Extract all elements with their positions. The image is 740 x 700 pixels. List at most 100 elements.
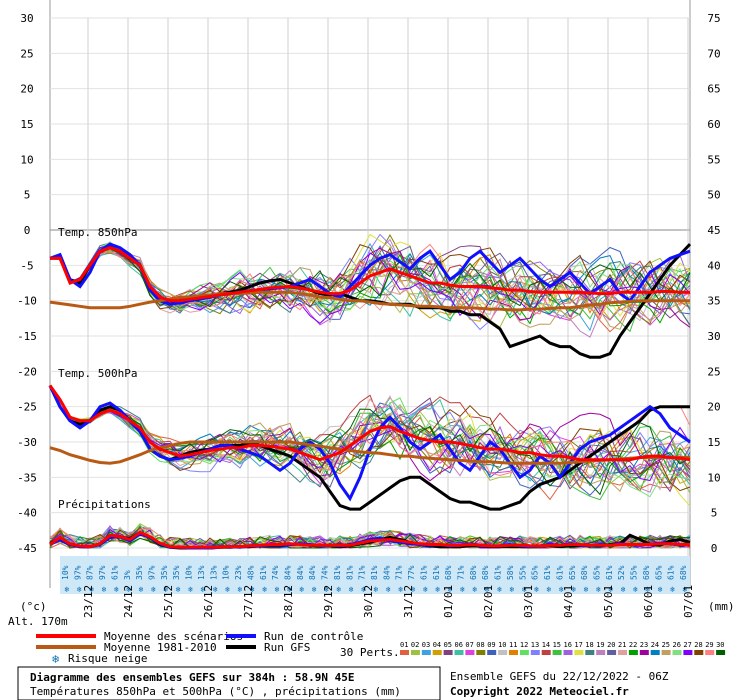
legend-run-controle: Run de contrôle xyxy=(264,630,363,643)
pert-code: 03 xyxy=(422,641,430,649)
pert-swatch xyxy=(563,650,573,655)
snowflake-icon: ❄ xyxy=(163,585,168,594)
pert-swatch xyxy=(716,650,726,655)
snow-risk-value: 61% xyxy=(667,565,676,580)
snowflake-icon: ❄ xyxy=(374,585,379,594)
snowflake-icon: ❄ xyxy=(534,585,539,594)
snowflake-icon: ❄ xyxy=(324,585,329,594)
pert-code: 18 xyxy=(585,641,593,649)
main-series-lines xyxy=(48,242,692,550)
x-tick-label: 31/12 xyxy=(402,585,415,618)
snow-risk-value: 68% xyxy=(580,565,589,580)
pert-swatch xyxy=(694,650,704,655)
right-tick-label: 5 xyxy=(711,507,718,520)
right-tick-label: 45 xyxy=(707,224,720,237)
series-t500-line xyxy=(48,384,691,502)
left-tick-label: 15 xyxy=(20,118,33,131)
snow-risk-value: 68% xyxy=(679,565,688,580)
series-t500-line xyxy=(48,384,691,462)
snow-risk-value: 84% xyxy=(296,565,305,580)
snowflake-icon: ❄ xyxy=(522,585,527,594)
snow-risk-value: 68% xyxy=(469,565,478,580)
perturbation-t500-line xyxy=(49,385,691,507)
snowflake-icon: ❄ xyxy=(77,585,82,594)
right-tick-label: 25 xyxy=(707,365,720,378)
snow-risk-value: 13% xyxy=(197,565,206,580)
snowflake-icon: ❄ xyxy=(200,585,205,594)
snow-risk-value: 68% xyxy=(642,565,651,580)
pert-code: 17 xyxy=(574,641,582,649)
perturbation-t500-line xyxy=(49,385,691,498)
snow-risk-value: 61% xyxy=(494,565,503,580)
snow-risk-value: 81% xyxy=(370,565,379,580)
right-tick-label: 30 xyxy=(707,330,720,343)
pert-code: 25 xyxy=(662,641,670,649)
altitude-label: Alt. 170m xyxy=(8,615,68,628)
right-tick-label: 50 xyxy=(707,189,720,202)
pert-code: 06 xyxy=(455,641,463,649)
snow-risk-value: 81% xyxy=(345,565,354,580)
snow-risk-value: 74% xyxy=(321,565,330,580)
left-tick-label: -35 xyxy=(17,471,37,484)
snowflake-icon: ❄ xyxy=(126,585,131,594)
x-tick-label: 04/01 xyxy=(562,585,575,618)
right-tick-label: 40 xyxy=(707,259,720,272)
x-tick-label: 29/12 xyxy=(322,585,335,618)
pert-swatch xyxy=(683,650,693,655)
left-tick-label: -20 xyxy=(17,365,37,378)
pert-code: 26 xyxy=(673,641,681,649)
pert-swatch xyxy=(672,650,682,655)
snow-risk-value: 65% xyxy=(592,565,601,580)
pert-code: 27 xyxy=(683,641,691,649)
snow-risk-value: 61% xyxy=(419,565,428,580)
pert-code: 29 xyxy=(705,641,713,649)
snow-risk-value: 84% xyxy=(382,565,391,580)
pert-code: 11 xyxy=(509,641,517,649)
snow-risk-value: 35% xyxy=(135,565,144,580)
snow-risk-value: 97% xyxy=(148,565,157,580)
snowflake-icon: ❄ xyxy=(151,585,156,594)
pert-code: 15 xyxy=(553,641,561,649)
pert-code: 01 xyxy=(400,641,408,649)
snow-risk-value: 48% xyxy=(246,565,255,580)
right-unit: (mm) xyxy=(708,600,735,613)
snow-risk-value: 61% xyxy=(543,565,552,580)
right-tick-label: 35 xyxy=(707,295,720,308)
x-tick-label: 23/12 xyxy=(82,585,95,618)
pert-swatch xyxy=(421,650,431,655)
temp500-label: Temp. 500hPa xyxy=(58,367,137,380)
snowflake-icon: ❄ xyxy=(361,585,366,594)
left-tick-label: -45 xyxy=(17,542,37,555)
snowflake-icon: ❄ xyxy=(89,585,94,594)
snow-risk-value: 55% xyxy=(518,565,527,580)
left-tick-label: 25 xyxy=(20,47,33,60)
snowflake-icon: ❄ xyxy=(497,585,502,594)
left-tick-label: -40 xyxy=(17,507,37,520)
snowflake-icon: ❄ xyxy=(460,585,465,594)
pert-code: 28 xyxy=(694,641,702,649)
snowflake-icon: ❄ xyxy=(114,585,119,594)
pert-swatch xyxy=(705,650,715,655)
snow-risk-value: 61% xyxy=(259,565,268,580)
snowflake-icon: ❄ xyxy=(262,585,267,594)
pert-swatch xyxy=(661,650,671,655)
pert-swatch xyxy=(552,650,562,655)
pert-code: 19 xyxy=(596,641,604,649)
snow-strip-bg xyxy=(60,556,690,594)
right-tick-label: 0 xyxy=(711,542,718,555)
snow-risk-value: 77% xyxy=(407,565,416,580)
snowflake-icon: ❄ xyxy=(176,585,181,594)
snowflake-icon: ❄ xyxy=(139,585,144,594)
right-tick-label: 55 xyxy=(707,153,720,166)
snow-risk-value: 3% xyxy=(123,570,132,580)
pert-swatch xyxy=(628,650,638,655)
pert-code: 14 xyxy=(542,641,550,649)
pert-code: 09 xyxy=(487,641,495,649)
pert-code: 30 xyxy=(716,641,724,649)
left-tick-label: -10 xyxy=(17,295,37,308)
snowflake-icon: ❄ xyxy=(633,585,638,594)
pert-code: 20 xyxy=(607,641,615,649)
snow-risk-value: 13% xyxy=(209,565,218,580)
pert-code: 21 xyxy=(618,641,626,649)
snowflake-icon: ❄ xyxy=(645,585,650,594)
